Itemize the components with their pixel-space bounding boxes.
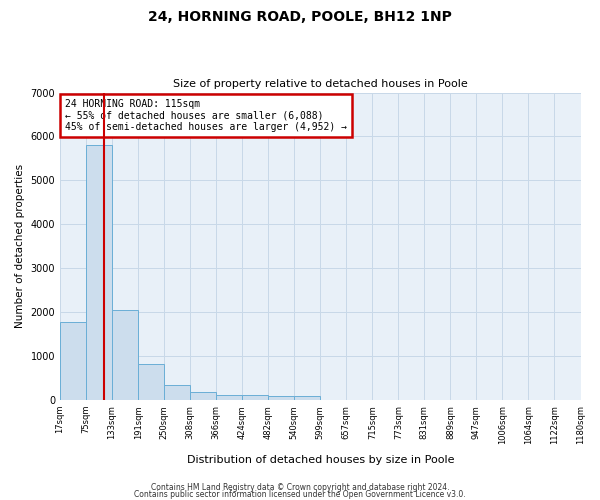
Bar — [268, 396, 294, 400]
Y-axis label: Number of detached properties: Number of detached properties — [15, 164, 25, 328]
Text: Contains HM Land Registry data © Crown copyright and database right 2024.: Contains HM Land Registry data © Crown c… — [151, 484, 449, 492]
Bar — [86, 146, 112, 400]
Bar — [294, 396, 320, 400]
Text: Contains public sector information licensed under the Open Government Licence v3: Contains public sector information licen… — [134, 490, 466, 499]
Bar — [190, 392, 216, 400]
Title: Size of property relative to detached houses in Poole: Size of property relative to detached ho… — [173, 79, 467, 89]
Bar — [242, 396, 268, 400]
Text: 24 HORNING ROAD: 115sqm
← 55% of detached houses are smaller (6,088)
45% of semi: 24 HORNING ROAD: 115sqm ← 55% of detache… — [65, 98, 347, 132]
Bar — [138, 364, 164, 400]
X-axis label: Distribution of detached houses by size in Poole: Distribution of detached houses by size … — [187, 455, 454, 465]
Text: 24, HORNING ROAD, POOLE, BH12 1NP: 24, HORNING ROAD, POOLE, BH12 1NP — [148, 10, 452, 24]
Bar — [112, 310, 138, 400]
Bar — [60, 322, 86, 400]
Bar — [216, 394, 242, 400]
Bar — [164, 385, 190, 400]
